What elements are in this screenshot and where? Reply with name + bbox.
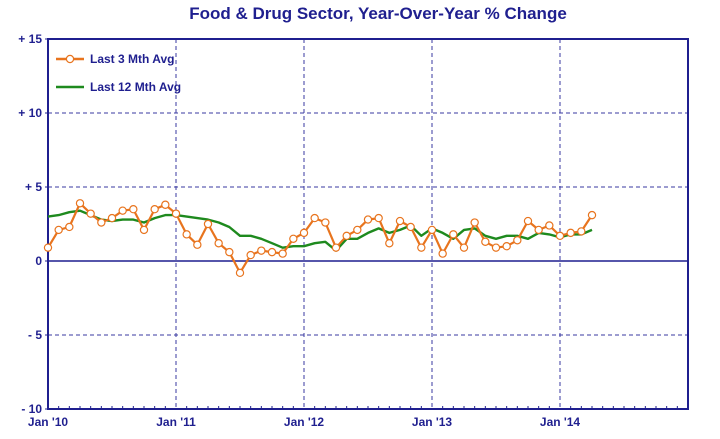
data-point <box>545 221 554 230</box>
data-point <box>246 250 255 260</box>
data-point <box>470 218 479 227</box>
data-point <box>406 222 415 232</box>
chart-title: Food & Drug Sector, Year-Over-Year % Cha… <box>189 4 567 23</box>
y-tick-label: 0 <box>35 254 42 268</box>
data-point <box>139 225 149 235</box>
data-point <box>214 239 223 248</box>
data-point <box>385 239 394 248</box>
data-point <box>225 247 234 257</box>
legend: Last 3 Mth Avg Last 12 Mth Avg <box>56 52 181 94</box>
legend-marker <box>65 54 75 64</box>
data-point <box>491 243 501 252</box>
data-point <box>75 199 85 208</box>
data-point <box>171 209 181 218</box>
data-point <box>449 230 458 239</box>
legend-label: Last 3 Mth Avg <box>90 52 174 66</box>
data-point <box>331 243 341 252</box>
data-point <box>577 227 586 236</box>
data-point <box>193 240 202 249</box>
x-axis: Jan '10 Jan '11 Jan '12 Jan '13 Jan '14 <box>28 406 678 429</box>
y-tick-label: - 10 <box>21 402 42 416</box>
data-point <box>203 219 213 229</box>
y-tick-label: + 10 <box>18 106 42 120</box>
x-tick-label: Jan '10 <box>28 415 69 429</box>
data-point <box>182 230 191 239</box>
data-point <box>65 222 74 232</box>
y-tick-label: + 5 <box>25 180 42 194</box>
x-tick-label: Jan '12 <box>284 415 325 429</box>
data-point <box>107 213 117 223</box>
data-point <box>395 216 405 226</box>
data-point <box>555 231 565 241</box>
data-point <box>566 228 575 238</box>
plot-frame <box>47 38 689 410</box>
y-tick-label: - 5 <box>28 328 42 342</box>
data-point <box>481 237 490 246</box>
legend-label: Last 12 Mth Avg <box>90 80 181 94</box>
grid-layer <box>48 39 688 409</box>
data-point <box>342 231 351 241</box>
data-point <box>459 243 469 252</box>
data-point <box>278 249 287 258</box>
series-line-last-3-mth-avg <box>47 202 593 274</box>
data-point <box>235 268 245 278</box>
data-point <box>129 204 138 214</box>
data-point <box>353 225 362 235</box>
data-point <box>374 213 383 223</box>
data-point <box>54 225 63 235</box>
x-tick-label: Jan '14 <box>540 415 581 429</box>
x-tick-label: Jan '11 <box>156 415 196 429</box>
data-point <box>363 215 373 224</box>
y-axis: + 15 + 10 + 5 0 - 5 - 10 <box>18 32 48 416</box>
data-point <box>310 213 319 223</box>
data-point <box>150 204 159 214</box>
data-point <box>427 225 437 235</box>
data-point <box>299 228 309 238</box>
data-point <box>43 243 53 252</box>
data-point <box>118 206 127 215</box>
data-point <box>534 225 543 235</box>
data-point <box>523 216 533 226</box>
data-point <box>587 210 597 220</box>
x-tick-label: Jan '13 <box>412 415 453 429</box>
data-point <box>86 209 95 218</box>
series-layer <box>43 199 597 278</box>
data-point <box>257 246 266 255</box>
data-point <box>289 234 298 243</box>
data-point <box>267 247 277 257</box>
data-point <box>438 249 447 258</box>
data-point <box>321 218 330 227</box>
data-point <box>97 218 106 227</box>
data-point <box>417 243 426 252</box>
y-tick-label: + 15 <box>18 32 42 46</box>
data-point <box>502 241 511 251</box>
data-point <box>513 236 522 245</box>
data-point <box>161 200 170 209</box>
